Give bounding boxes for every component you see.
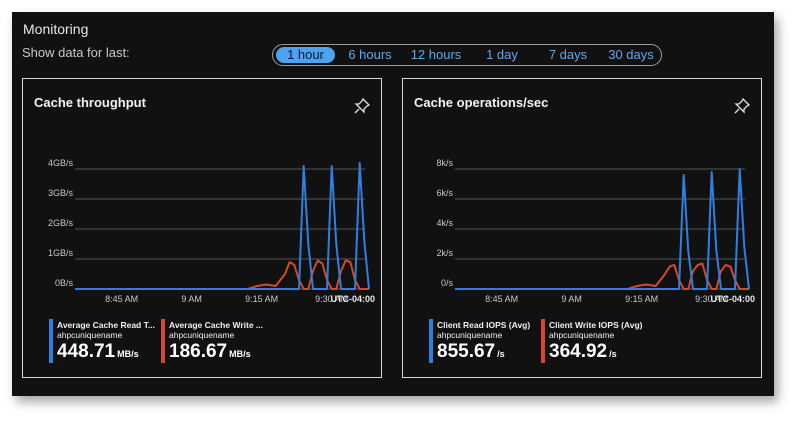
monitoring-panel: Monitoring Show data for last: 1 hour 6 …: [12, 12, 774, 396]
y-tick-label: 6k/s: [436, 188, 453, 198]
y-tick-label: 8k/s: [436, 158, 453, 168]
show-data-label: Show data for last:: [22, 45, 130, 60]
x-tick-label: 8:45 AM: [105, 294, 138, 304]
legend-color-read: [429, 319, 433, 363]
range-1-day[interactable]: 1 day: [486, 47, 518, 62]
cache-throughput-card: Cache throughput 0B/s 1GB/s 2GB/s 3GB/s 4GB/…: [22, 78, 382, 378]
timezone-label: UTC-04:00: [710, 294, 755, 304]
y-tick-label: 2GB/s: [48, 218, 74, 228]
series-line: [75, 259, 369, 290]
x-tick-label: 9:30 AM: [315, 294, 348, 304]
legend-name: Client Write IOPS (Avg): [549, 320, 643, 330]
time-range-selector[interactable]: 1 hour 6 hours 12 hours 1 day 7 days 30 …: [272, 44, 662, 66]
legend-name: Average Cache Read T...: [57, 320, 155, 330]
operations-chart: 0/s 2k/s 4k/s 6k/s 8k/s 8:45 AM 9 AM 9:15 AM 9:3…: [436, 158, 755, 304]
card-title: Cache throughput: [34, 95, 146, 110]
legend-color-read: [49, 319, 53, 363]
legend-value: 855.67/s: [437, 341, 505, 362]
y-tick-label: 1GB/s: [48, 248, 74, 258]
series-line: [455, 168, 750, 290]
y-tick-label: 0/s: [441, 278, 454, 288]
range-6-hours[interactable]: 6 hours: [348, 47, 392, 62]
x-tick-label: 9 AM: [561, 294, 582, 304]
legend-value: 186.67 MB/s: [169, 341, 251, 362]
throughput-chart: 0B/s 1GB/s 2GB/s 3GB/s 4GB/s 8:45 AM 9 AM 9:15 …: [48, 158, 375, 304]
legend-name: Average Cache Write ...: [169, 320, 264, 330]
range-30-days[interactable]: 30 days: [608, 47, 654, 62]
y-tick-label: 2k/s: [436, 248, 453, 258]
pin-icon[interactable]: [353, 97, 371, 115]
y-tick-label: 0B/s: [55, 278, 74, 288]
range-7-days[interactable]: 7 days: [548, 47, 588, 62]
y-tick-label: 3GB/s: [48, 188, 74, 198]
series-line: [455, 262, 749, 290]
legend-color-write: [541, 319, 545, 363]
legend-name: Client Read IOPS (Avg): [437, 320, 531, 330]
legend-resource: ahpcuniquename: [169, 330, 235, 340]
range-1-hour[interactable]: 1 hour: [276, 47, 335, 63]
legend-color-write: [161, 319, 165, 363]
legend-resource: ahpcuniquename: [549, 330, 615, 340]
y-tick-label: 4k/s: [436, 218, 453, 228]
section-title: Monitoring: [23, 21, 89, 37]
legend-resource: ahpcuniquename: [57, 330, 123, 340]
x-tick-label: 9:15 AM: [625, 294, 658, 304]
series-line: [75, 162, 370, 290]
card-title: Cache operations/sec: [414, 95, 549, 110]
cache-operations-card: Cache operations/sec 0/s 2k/s 4k/s 6k/s 8k/s…: [402, 78, 762, 378]
x-tick-label: 9:15 AM: [245, 294, 278, 304]
pin-icon[interactable]: [733, 97, 751, 115]
range-12-hours[interactable]: 12 hours: [410, 47, 462, 62]
x-tick-label: 9:30 AM: [695, 294, 728, 304]
legend-resource: ahpcuniquename: [437, 330, 503, 340]
x-tick-label: 9 AM: [181, 294, 202, 304]
legend-value: 448.71 MB/s: [57, 341, 139, 362]
legend-value: 364.92/s: [549, 341, 617, 362]
x-tick-label: 8:45 AM: [485, 294, 518, 304]
y-tick-label: 4GB/s: [48, 158, 74, 168]
timezone-label: UTC-04:00: [330, 294, 375, 304]
